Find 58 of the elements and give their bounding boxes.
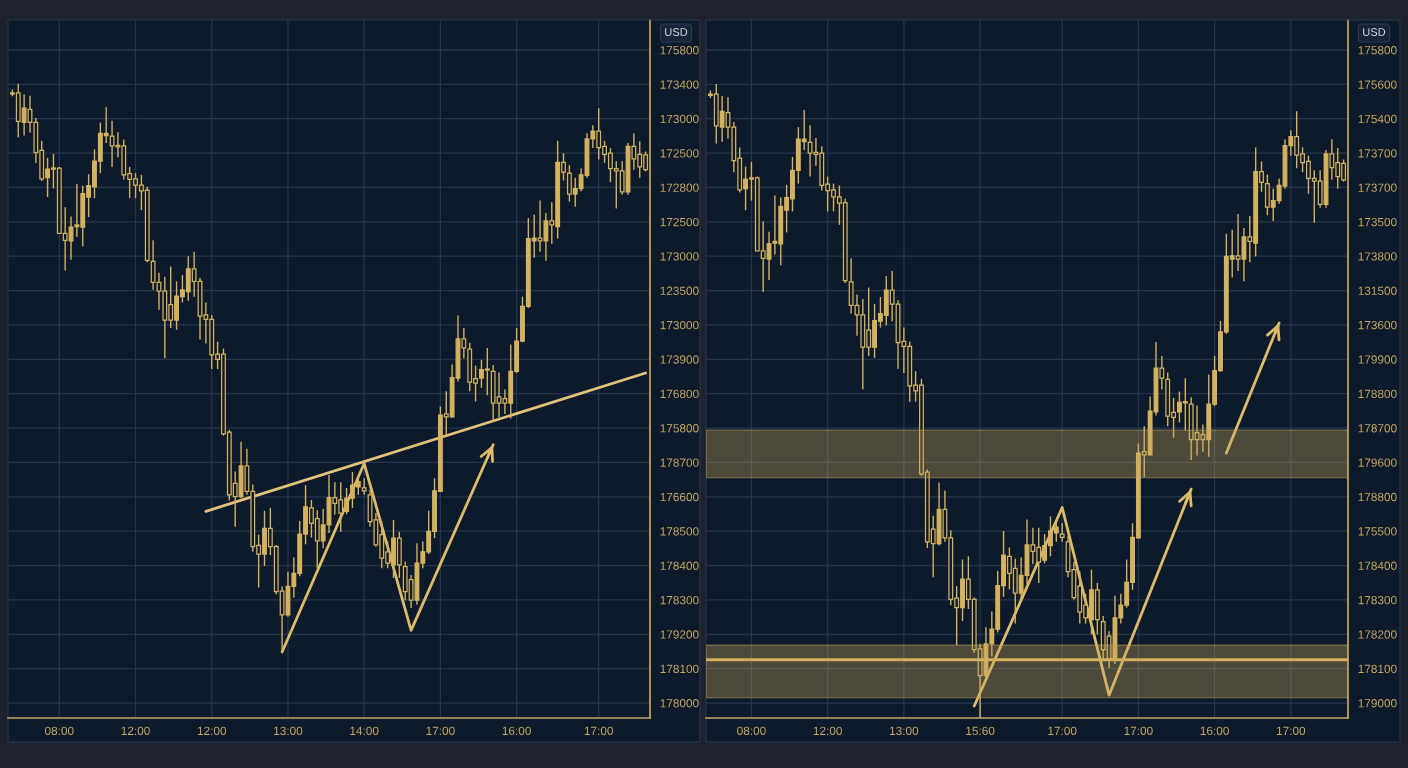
- text: 178400: [660, 561, 699, 570]
- text: 173000: [660, 252, 699, 261]
- text: 178100: [1358, 664, 1397, 674]
- text: 179900: [1358, 355, 1397, 364]
- text: 175800: [660, 424, 699, 433]
- text: 172800: [660, 183, 699, 192]
- text: 175800: [1358, 46, 1397, 55]
- text: 178700: [1358, 424, 1397, 433]
- x-tick-label: 16:00: [1200, 726, 1229, 735]
- text: 178400: [1358, 561, 1397, 570]
- x-tick-label: 13:00: [274, 726, 303, 735]
- text: 173500: [1358, 217, 1397, 227]
- x-tick-label: 12:00: [197, 726, 227, 735]
- text: 178200: [1358, 630, 1397, 639]
- text: 173000: [660, 320, 699, 330]
- text: 179600: [1358, 458, 1397, 467]
- text: 173700: [1358, 149, 1397, 158]
- x-tick-label: 13:00: [890, 726, 919, 735]
- text: 131500: [1358, 286, 1397, 295]
- text: 178500: [660, 527, 699, 536]
- text: 173700: [1358, 183, 1397, 192]
- text: 179000: [1358, 699, 1397, 708]
- x-tick-label: 17:00: [426, 726, 455, 735]
- x-tick-label: 12:00: [121, 726, 150, 735]
- text: 179200: [660, 630, 699, 639]
- x-tick-label: 17:00: [584, 726, 614, 735]
- text: 123500: [660, 286, 699, 295]
- x-tick-label: 12:00: [813, 726, 842, 735]
- text: 175600: [1358, 80, 1397, 89]
- text: 178300: [1358, 595, 1397, 605]
- text: 178700: [660, 458, 699, 467]
- x-tick-label: 14:00: [350, 726, 379, 735]
- text: 175500: [1358, 527, 1397, 536]
- x-tick-label: 16:00: [502, 726, 531, 735]
- text: 173000: [660, 114, 699, 124]
- text: 172500: [660, 217, 699, 227]
- text: 178300: [660, 595, 699, 605]
- x-tick-label: 08:00: [44, 726, 74, 735]
- x-tick-label: 17:00: [1276, 726, 1306, 735]
- x-tick-label: 15:60: [966, 726, 995, 735]
- x-tick-label: 17:00: [1048, 726, 1077, 735]
- text: 173600: [1358, 320, 1397, 330]
- text: 176600: [660, 492, 699, 502]
- text: 173900: [660, 355, 699, 364]
- text: 172500: [660, 149, 699, 158]
- text: 175400: [1358, 114, 1397, 124]
- text: 173400: [660, 80, 699, 89]
- text: 178800: [1358, 389, 1397, 399]
- text: 178800: [1358, 492, 1397, 502]
- text: 175800: [660, 46, 699, 55]
- text: 178000: [660, 699, 699, 708]
- text: 176800: [660, 389, 699, 399]
- text: 178100: [660, 664, 699, 674]
- y-axis-title: USD: [1363, 28, 1386, 36]
- y-axis-title: USD: [665, 28, 688, 36]
- x-tick-label: 08:00: [737, 726, 766, 735]
- x-tick-label: 17:00: [1124, 726, 1153, 735]
- text: 173800: [1358, 252, 1397, 261]
